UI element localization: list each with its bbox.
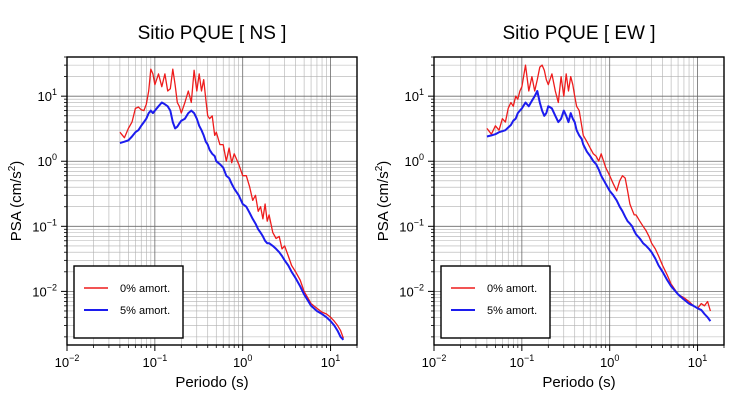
y-tick-label: 100 [38,152,57,169]
x-tick-label: 10−2 [422,353,447,370]
y-tick-label: 100 [405,152,424,169]
chart-title: Sitio PQUE [ EW ] [502,23,655,44]
y-tick-label: 101 [38,87,57,104]
y-axis-label: PSA (cm/s2) [374,161,392,242]
series-line-red [119,68,345,339]
plot-frame [433,56,725,346]
series-line-red [486,64,712,312]
chart-panel-ns: 10−2 10−1 100 101 10−2 10−1 100 101 Sitio PQUE [… [7,23,358,391]
y-axis-label: PSA (cm/s2) [7,161,25,242]
series-group [486,64,712,322]
legend-label: 5% amort. [120,305,170,317]
legend-label: 0% amort. [120,283,170,295]
legend-label: 0% amort. [487,283,537,295]
legend: 0% amort. 5% amort. [73,265,184,339]
legend-label: 5% amort. [487,305,537,317]
x-axis-label: Periodo (s) [175,374,248,391]
series-group [119,68,345,341]
x-tick-label: 101 [688,353,707,370]
chart-panel-ew: 10−2 10−1 100 101 10−2 10−1 100 101 Sitio PQUE [… [374,23,725,391]
x-tick-label: 10−1 [509,353,534,370]
axis-ticks [61,56,358,351]
x-axis-label: Periodo (s) [542,374,615,391]
series-line-blue [486,90,712,322]
y-tick-label: 10−2 [399,282,424,299]
plot-frame [66,56,358,346]
x-tick-label: 10−1 [142,353,167,370]
y-tick-label: 10−2 [32,282,57,299]
x-tick-label: 10−2 [55,353,80,370]
x-tick-label: 101 [321,353,340,370]
axis-ticks [428,56,725,351]
legend: 0% amort. 5% amort. [440,265,551,339]
chart-title: Sitio PQUE [ NS ] [138,23,287,44]
legend-box [440,265,551,339]
y-tick-label: 101 [405,87,424,104]
x-tick-label: 100 [233,353,252,370]
y-tick-label: 10−1 [399,217,424,234]
y-tick-label: 10−1 [32,217,57,234]
x-tick-label: 100 [600,353,619,370]
legend-box [73,265,184,339]
series-line-blue [119,101,345,341]
